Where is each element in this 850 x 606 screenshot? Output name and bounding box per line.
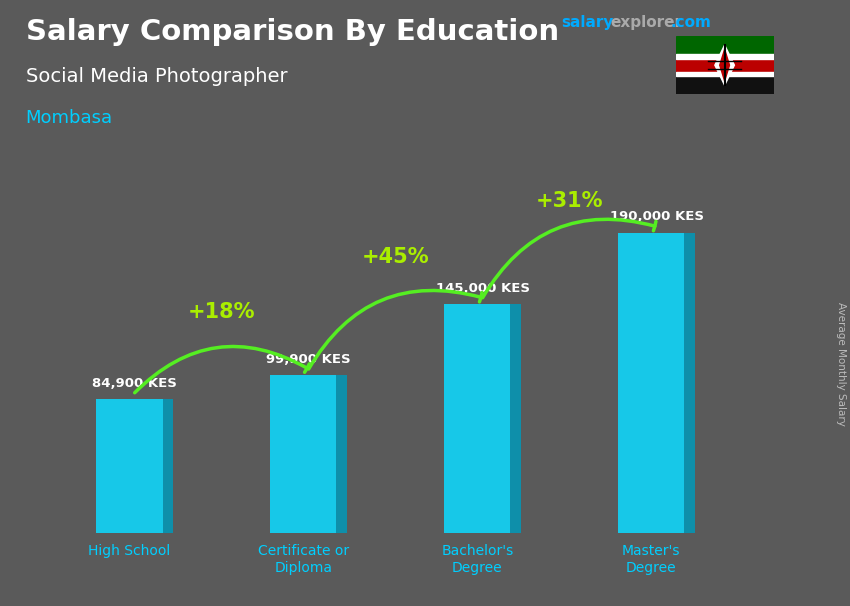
Polygon shape <box>715 45 734 85</box>
Text: .com: .com <box>671 15 711 30</box>
Text: 99,900 KES: 99,900 KES <box>266 353 351 366</box>
Polygon shape <box>162 399 173 533</box>
Polygon shape <box>720 49 729 81</box>
Polygon shape <box>337 375 347 533</box>
Polygon shape <box>511 304 521 533</box>
Text: salary: salary <box>561 15 614 30</box>
Text: Mombasa: Mombasa <box>26 109 112 127</box>
Bar <box>676 36 774 56</box>
Text: 84,900 KES: 84,900 KES <box>93 376 177 390</box>
Text: +45%: +45% <box>362 247 429 267</box>
Text: 190,000 KES: 190,000 KES <box>609 210 704 224</box>
Text: Average Monthly Salary: Average Monthly Salary <box>836 302 846 425</box>
Text: +18%: +18% <box>188 302 255 322</box>
Text: +31%: +31% <box>536 191 604 211</box>
Text: Social Media Photographer: Social Media Photographer <box>26 67 287 85</box>
Bar <box>676 55 774 59</box>
Bar <box>96 399 162 533</box>
Text: explorer: explorer <box>610 15 683 30</box>
Text: Salary Comparison By Education: Salary Comparison By Education <box>26 18 558 46</box>
Bar <box>676 75 774 94</box>
Polygon shape <box>684 233 694 533</box>
Bar <box>676 56 774 75</box>
Text: 145,000 KES: 145,000 KES <box>435 282 530 295</box>
Bar <box>445 304 511 533</box>
Bar <box>270 375 337 533</box>
Bar <box>618 233 684 533</box>
Bar <box>676 72 774 76</box>
